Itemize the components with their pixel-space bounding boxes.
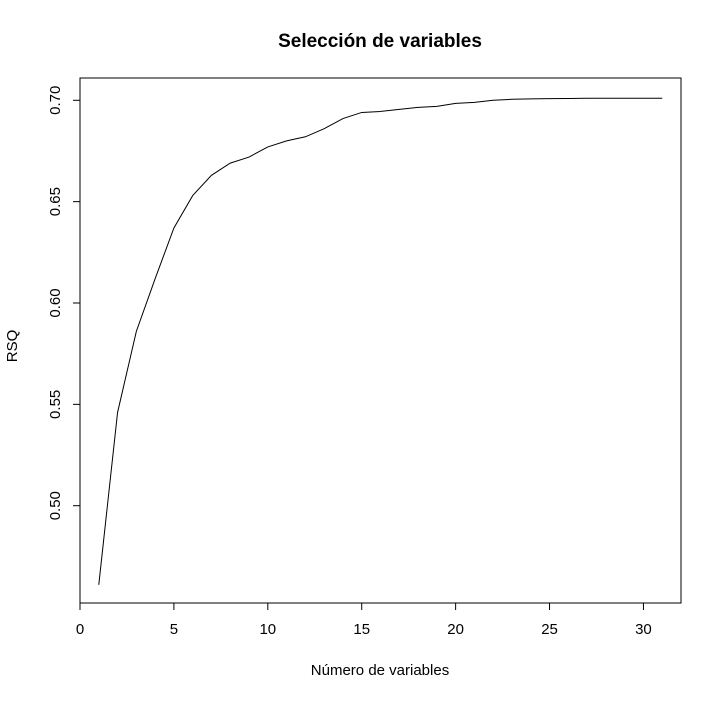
y-tick-label: 0.70 [47, 86, 64, 115]
x-axis-label: Número de variables [311, 662, 449, 679]
y-tick-label: 0.65 [47, 187, 64, 216]
x-tick-label: 15 [353, 621, 370, 638]
x-tick-label: 10 [259, 621, 276, 638]
x-tick-label: 30 [635, 621, 652, 638]
x-axis: 0 5 10 15 20 25 30 [76, 602, 652, 638]
y-tick-label: 0.50 [47, 491, 64, 520]
y-axis-label: RSQ [4, 330, 21, 363]
chart-title: Selección de variables [278, 31, 482, 52]
x-tick-label: 25 [541, 621, 558, 638]
x-tick-label: 0 [76, 621, 84, 638]
x-tick-label: 20 [447, 621, 464, 638]
rsq-series-line [98, 97, 663, 585]
plot-frame [79, 77, 682, 604]
y-tick-label: 0.55 [47, 390, 64, 419]
x-tick-label: 5 [170, 621, 178, 638]
y-tick-label: 0.60 [47, 288, 64, 317]
y-axis: 0.50 0.55 0.60 0.65 0.70 [47, 86, 80, 520]
